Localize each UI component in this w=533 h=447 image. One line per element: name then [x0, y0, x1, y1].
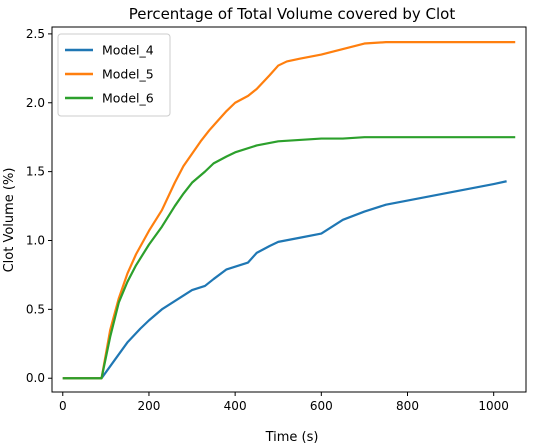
- x-tick-label: 400: [224, 399, 247, 413]
- legend-box: [57, 33, 171, 117]
- series-line-model-5: [62, 41, 516, 380]
- ticks: 0 200 400 600 800 1000 0.0 0.5 1.0 1.5 2.0 2.5: [26, 27, 509, 413]
- x-tick-label: 200: [138, 399, 161, 413]
- x-tick-label: 800: [396, 399, 419, 413]
- x-tick-label: 0: [59, 399, 67, 413]
- x-tick-label: 600: [310, 399, 333, 413]
- legend-label: Model_5: [102, 67, 154, 82]
- y-tick-label: 2.0: [26, 96, 45, 110]
- x-tick-label: 1000: [478, 399, 509, 413]
- legend: Model_4 Model_5 Model_6: [57, 33, 171, 117]
- y-tick-label: 2.5: [26, 27, 45, 41]
- series-line-model-4: [62, 180, 507, 380]
- axes: [51, 26, 527, 393]
- y-axis-label: Clot Volume (%): [2, 168, 17, 273]
- y-tick-label: 1.5: [26, 165, 45, 179]
- series-line-model-6: [62, 136, 516, 380]
- series-lines: [62, 41, 516, 380]
- legend-label: Model_6: [102, 91, 154, 106]
- legend-label: Model_4: [102, 43, 154, 58]
- x-axis-label: Time (s): [265, 430, 319, 445]
- plot-frame: [51, 26, 527, 393]
- y-tick-label: 0.5: [26, 302, 45, 316]
- y-tick-label: 1.0: [26, 233, 45, 247]
- y-tick-label: 0.0: [26, 371, 45, 385]
- chart-title: Percentage of Total Volume covered by Cl…: [129, 5, 456, 23]
